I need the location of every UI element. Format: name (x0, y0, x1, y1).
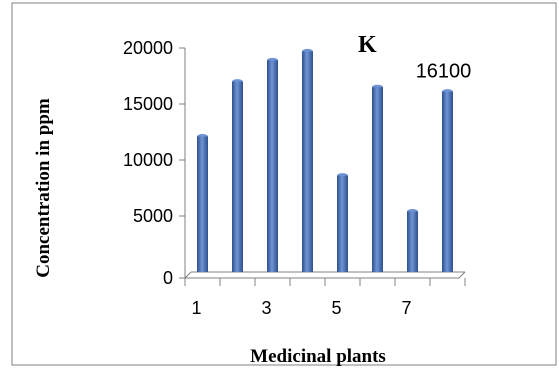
x-axis-title: Medicinal plants (250, 346, 386, 367)
y-axis-title: Concentration in ppm (33, 98, 54, 278)
chart-title: K (358, 32, 377, 58)
x-axis-floor (185, 271, 466, 279)
bar-body (407, 211, 418, 272)
x-tick-label: 3 (261, 298, 271, 318)
floor-edge (184, 271, 192, 279)
bar (197, 133, 208, 272)
bar-body (442, 91, 453, 273)
bar (442, 89, 453, 273)
bar (302, 48, 313, 272)
bar-body (197, 136, 208, 272)
bar-body (232, 81, 243, 272)
bar (267, 57, 278, 272)
x-tick-label: 5 (331, 298, 341, 318)
x-tick-label: 1 (191, 298, 201, 318)
data-labels: 16100 (416, 61, 472, 83)
bar (337, 173, 348, 272)
bar-body (302, 51, 313, 272)
y-tick-label: 20000 (123, 38, 173, 58)
bar (372, 84, 383, 272)
bar-body (372, 87, 383, 272)
data-label: 16100 (416, 61, 472, 83)
y-tick-label: 0 (163, 268, 173, 288)
x-tick-label: 7 (401, 298, 411, 318)
y-tick-labels: 0 5000 10000 15000 20000 (123, 38, 185, 288)
bar (232, 79, 243, 272)
bar-body (337, 175, 348, 272)
bar (407, 209, 418, 272)
bars (197, 48, 453, 273)
y-tick-label: 15000 (123, 94, 173, 114)
bar-body (267, 60, 278, 272)
y-tick-label: 10000 (123, 150, 173, 170)
x-tick-labels: 1 3 5 7 (184, 278, 466, 318)
y-tick-label: 5000 (133, 206, 173, 226)
chart-border (11, 2, 557, 366)
